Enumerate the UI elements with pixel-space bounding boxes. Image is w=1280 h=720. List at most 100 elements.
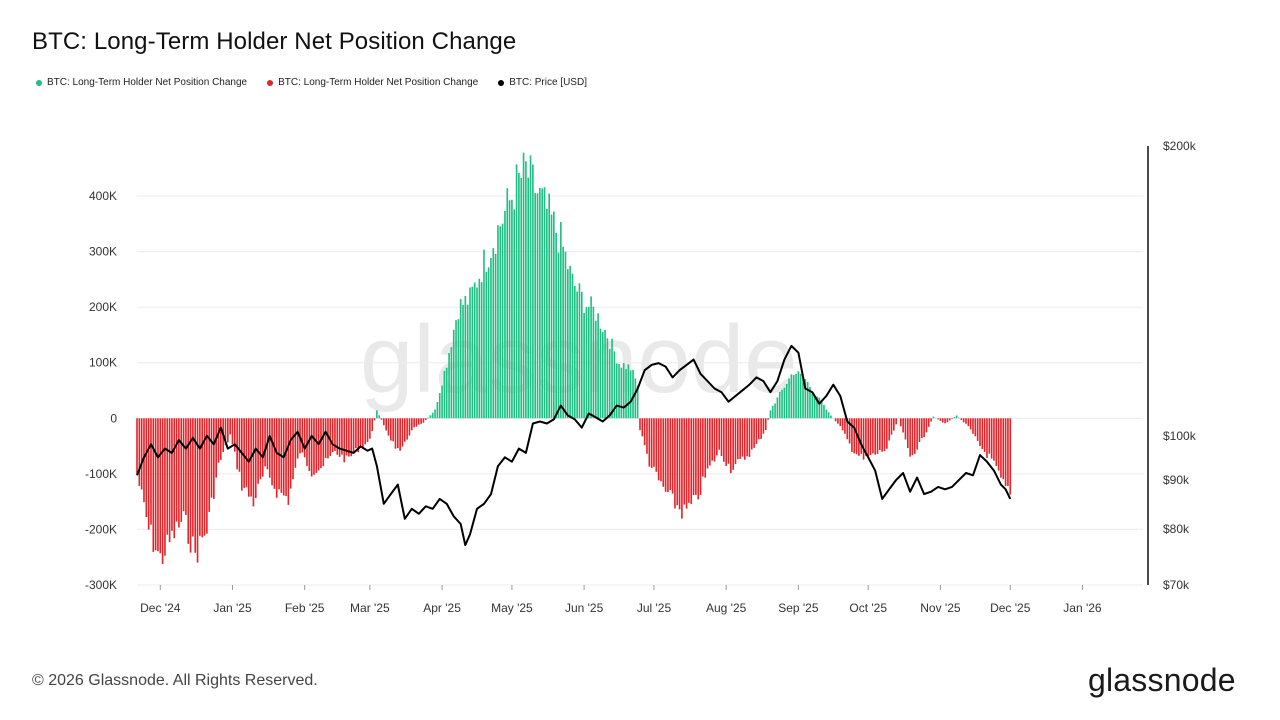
bar-positive xyxy=(573,285,576,419)
bar-negative xyxy=(681,418,683,519)
bar-negative xyxy=(364,418,367,445)
bar-negative xyxy=(972,418,974,434)
bar-negative xyxy=(981,418,984,450)
bar-negative xyxy=(881,418,883,452)
chart-title: BTC: Long-Term Holder Net Position Chang… xyxy=(32,28,517,55)
bar-positive xyxy=(525,161,527,419)
bar-negative xyxy=(944,418,946,424)
bar-negative xyxy=(187,418,190,544)
bar-negative xyxy=(657,418,660,481)
bar-negative xyxy=(247,418,250,497)
bar-negative xyxy=(371,418,374,432)
bar-negative xyxy=(306,418,308,466)
bar-positive xyxy=(562,246,564,419)
legend-item-lth-negative[interactable]: BTC: Long-Term Holder Net Position Chang… xyxy=(267,77,478,88)
bar-negative xyxy=(879,418,881,451)
bar-positive xyxy=(592,306,595,419)
bar-negative xyxy=(287,418,290,505)
bar-positive xyxy=(534,193,537,419)
bar-positive xyxy=(378,415,380,419)
bar-negative xyxy=(264,418,266,467)
bar-negative xyxy=(231,418,234,445)
bar-positive xyxy=(553,211,555,419)
bar-positive xyxy=(487,267,490,419)
x-tick-label: Oct '25 xyxy=(849,601,887,615)
bar-positive xyxy=(480,282,483,419)
bar-negative xyxy=(764,418,767,431)
bar-positive xyxy=(618,364,620,419)
bar-negative xyxy=(900,418,902,427)
bar-positive xyxy=(620,367,623,419)
bar-negative xyxy=(855,418,858,455)
bar-positive xyxy=(567,269,569,419)
bar-negative xyxy=(951,418,953,419)
bar-negative xyxy=(713,418,716,462)
bar-positive xyxy=(813,394,816,419)
bar-positive xyxy=(795,373,797,419)
y-left-tick-label: -200K xyxy=(85,522,117,536)
bar-positive xyxy=(580,291,583,419)
bar-negative xyxy=(194,418,197,553)
bar-negative xyxy=(990,418,993,459)
bar-negative xyxy=(329,418,332,456)
bar-negative xyxy=(667,418,669,493)
bar-negative xyxy=(723,418,725,462)
bar-positive xyxy=(473,282,476,419)
bar-negative xyxy=(201,418,204,538)
y-left-tick-label: -100K xyxy=(85,467,117,481)
bar-positive xyxy=(376,410,378,419)
bar-negative xyxy=(296,418,299,459)
bar-negative xyxy=(331,418,334,453)
legend-item-lth-positive[interactable]: BTC: Long-Term Holder Net Position Chang… xyxy=(36,77,247,88)
bar-positive xyxy=(804,379,807,419)
bar-positive xyxy=(769,410,772,419)
bar-negative xyxy=(995,418,998,466)
bar-negative xyxy=(227,418,229,443)
legend-item-price[interactable]: BTC: Price [USD] xyxy=(498,77,587,88)
bar-negative xyxy=(143,418,145,503)
bar-negative xyxy=(175,418,178,522)
bar-negative xyxy=(285,418,287,497)
bar-positive xyxy=(497,225,499,419)
bar-positive xyxy=(462,305,464,419)
bar-positive xyxy=(601,332,604,419)
bar-negative xyxy=(695,418,697,495)
bar-negative xyxy=(746,418,748,457)
bar-positive xyxy=(788,378,790,419)
bar-negative xyxy=(189,418,192,553)
bar-negative xyxy=(988,418,991,454)
y-left-tick-label: 100K xyxy=(89,356,117,370)
bar-negative xyxy=(983,418,986,452)
bar-negative xyxy=(182,418,185,512)
bar-positive xyxy=(469,287,471,419)
bar-negative xyxy=(676,418,679,506)
bar-positive xyxy=(522,152,525,419)
bar-negative xyxy=(997,418,1000,471)
bar-negative xyxy=(639,418,641,431)
bar-negative xyxy=(380,418,383,420)
bar-negative xyxy=(313,418,315,475)
bar-positive xyxy=(455,320,457,419)
bar-negative xyxy=(199,418,201,536)
bar-negative xyxy=(413,418,415,428)
bar-negative xyxy=(979,418,981,447)
bar-positive xyxy=(550,214,553,419)
bar-positive xyxy=(799,373,802,419)
bar-positive xyxy=(490,257,492,419)
bar-positive xyxy=(613,351,616,419)
bar-negative xyxy=(678,418,681,510)
bar-positive xyxy=(471,286,474,419)
bar-negative xyxy=(974,418,977,437)
bar-positive xyxy=(611,338,613,419)
bar-positive xyxy=(590,296,592,419)
bar-negative xyxy=(243,418,245,488)
bar-negative xyxy=(923,418,925,438)
bar-negative xyxy=(152,418,155,552)
bar-positive xyxy=(604,329,606,419)
bar-positive xyxy=(576,291,578,419)
bar-positive xyxy=(578,283,581,419)
bar-positive xyxy=(450,347,453,419)
bar-negative xyxy=(196,418,199,563)
bar-negative xyxy=(709,418,711,466)
